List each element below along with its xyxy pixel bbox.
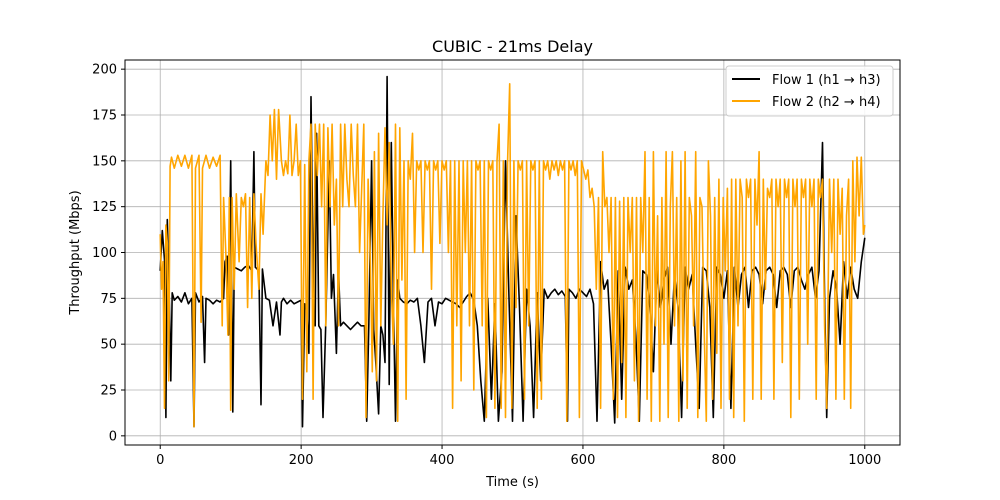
y-tick-label: 175 — [92, 109, 117, 124]
axis-ticks: 0 200 400 600 800 1000 0 25 50 75 100 125 150 175 200 — [92, 63, 881, 468]
y-tick-label: 50 — [100, 338, 117, 353]
y-tick-label: 100 — [92, 246, 117, 261]
series-line-flow-2 — [159, 83, 866, 428]
y-tick-label: 75 — [100, 292, 117, 307]
x-tick-label: 0 — [156, 453, 164, 468]
y-axis-title: Throughput (Mbps) — [68, 190, 83, 315]
x-tick-label: 600 — [571, 453, 596, 468]
legend: Flow 1 (h1 → h3) Flow 2 (h2 → h4) — [725, 65, 894, 117]
x-tick-label: 400 — [430, 453, 455, 468]
y-tick-label: 25 — [100, 384, 117, 399]
legend-label-flow-2: Flow 2 (h2 → h4) — [772, 95, 881, 110]
x-tick-label: 800 — [711, 453, 736, 468]
x-axis-title: Time (s) — [485, 475, 539, 490]
x-tick-label: 1000 — [848, 453, 881, 468]
y-tick-label: 150 — [92, 154, 117, 169]
chart-title: CUBIC - 21ms Delay — [432, 37, 593, 56]
series-layer — [159, 75, 866, 428]
legend-label-flow-1: Flow 1 (h1 → h3) — [772, 73, 881, 88]
y-tick-label: 0 — [109, 429, 117, 444]
legend-box — [725, 65, 894, 117]
x-tick-label: 200 — [289, 453, 314, 468]
y-tick-label: 125 — [92, 200, 117, 215]
y-tick-label: 200 — [92, 63, 117, 78]
